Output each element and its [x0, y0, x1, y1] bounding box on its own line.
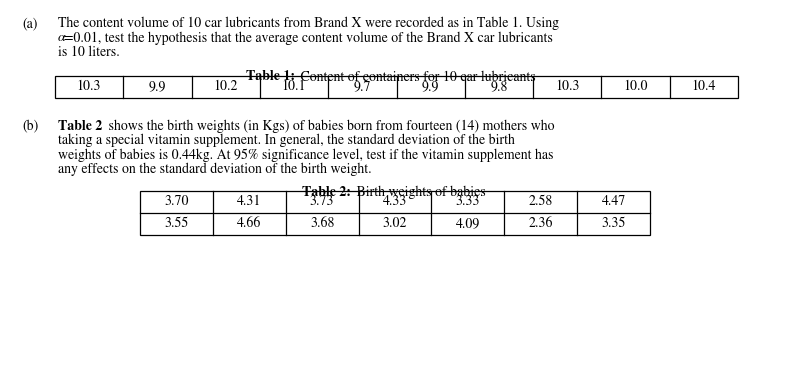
Text: α: α: [58, 31, 66, 44]
Bar: [55, 75, 738, 97]
Text: 9.9: 9.9: [149, 80, 166, 93]
Text: 2.36: 2.36: [529, 217, 553, 230]
Text: 10.1: 10.1: [282, 80, 307, 93]
Text: 3.33: 3.33: [456, 195, 480, 208]
Text: 9.7: 9.7: [354, 80, 371, 93]
Text: Table 1:: Table 1:: [246, 70, 295, 83]
Text: 3.68: 3.68: [310, 217, 334, 230]
Text: 3.73: 3.73: [310, 195, 334, 208]
Text: Birth weights of babies: Birth weights of babies: [353, 185, 486, 199]
Text: 4.47: 4.47: [601, 195, 626, 208]
Text: weights of babies is 0.44kg. At 95% significance level, test if the vitamin supp: weights of babies is 0.44kg. At 95% sign…: [58, 149, 554, 162]
Text: (a): (a): [22, 17, 37, 30]
Text: 3.02: 3.02: [382, 217, 408, 230]
Text: 10.4: 10.4: [692, 80, 716, 93]
Text: 10.0: 10.0: [623, 80, 648, 93]
Text: 10.2: 10.2: [213, 80, 238, 93]
Text: is 10 liters.: is 10 liters.: [58, 46, 120, 60]
Text: taking a special vitamin supplement. In general, the standard deviation of the b: taking a special vitamin supplement. In …: [58, 134, 515, 147]
Text: shows the birth weights (in Kgs) of babies born from fourteen (14) mothers who: shows the birth weights (in Kgs) of babi…: [104, 119, 554, 133]
Text: 4.66: 4.66: [237, 217, 261, 230]
Text: 4.09: 4.09: [456, 217, 480, 230]
Bar: [140, 191, 650, 235]
Text: 9.9: 9.9: [422, 80, 439, 93]
Text: any effects on the standard deviation of the birth weight.: any effects on the standard deviation of…: [58, 163, 371, 176]
Text: 2.58: 2.58: [529, 195, 553, 208]
Text: 10.3: 10.3: [77, 80, 101, 93]
Text: 3.35: 3.35: [601, 217, 626, 230]
Text: Content of containers for 10 car lubricants: Content of containers for 10 car lubrica…: [297, 70, 536, 84]
Text: 3.70: 3.70: [164, 195, 189, 208]
Text: Table 2:: Table 2:: [303, 185, 351, 199]
Text: (b): (b): [22, 119, 38, 133]
Text: 9.8: 9.8: [491, 80, 508, 93]
Text: 4.31: 4.31: [237, 195, 261, 208]
Text: 4.33: 4.33: [383, 195, 407, 208]
Text: Table 2: Table 2: [58, 119, 102, 133]
Text: 3.55: 3.55: [164, 217, 189, 230]
Text: =0.01, test the hypothesis that the average content volume of the Brand X car lu: =0.01, test the hypothesis that the aver…: [64, 31, 553, 45]
Text: 10.3: 10.3: [555, 80, 580, 93]
Text: The content volume of 10 car lubricants from Brand X were recorded as in Table 1: The content volume of 10 car lubricants …: [58, 17, 559, 30]
